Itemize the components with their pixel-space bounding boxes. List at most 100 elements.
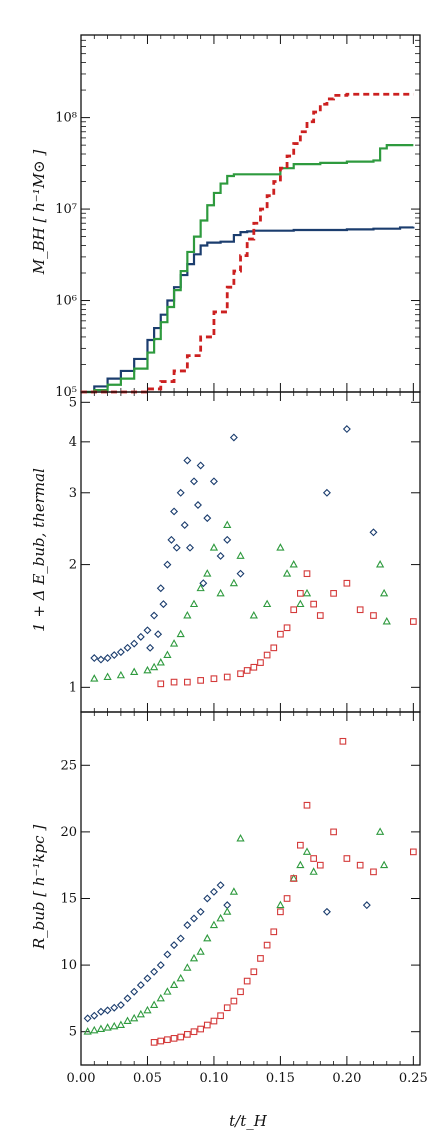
data-point xyxy=(223,907,232,915)
x-tick-label: 0.10 xyxy=(199,1071,228,1086)
data-point xyxy=(339,737,347,745)
data-point xyxy=(96,655,105,664)
series-line xyxy=(81,92,414,394)
data-point xyxy=(110,1021,119,1030)
data-point xyxy=(356,861,364,869)
data-point xyxy=(342,425,351,434)
panel-bubble-energy: 1 2 3 4 5 xyxy=(69,391,421,713)
xlabel: t/t_H xyxy=(229,1112,268,1130)
data-point xyxy=(143,665,152,674)
data-point xyxy=(290,875,298,882)
data-point xyxy=(197,1025,204,1033)
data-point xyxy=(183,610,192,619)
data-point xyxy=(196,583,205,592)
data-point xyxy=(83,1027,92,1035)
data-point xyxy=(290,606,298,614)
data-point xyxy=(170,1035,178,1042)
data-point xyxy=(157,680,165,688)
data-point xyxy=(150,967,159,976)
x-tick-label: 0.00 xyxy=(67,1071,96,1086)
data-point xyxy=(277,908,284,916)
data-point xyxy=(130,1013,139,1022)
data-point xyxy=(243,667,251,674)
data-point xyxy=(143,1005,152,1014)
data-point xyxy=(196,947,205,955)
data-point xyxy=(343,855,351,862)
data-point xyxy=(130,987,139,996)
data-point xyxy=(322,907,331,916)
data-point xyxy=(243,977,251,985)
data-point xyxy=(210,1017,218,1025)
data-point xyxy=(277,630,284,638)
data-point xyxy=(223,673,231,681)
data-point xyxy=(236,551,245,559)
data-point xyxy=(203,514,212,523)
data-point xyxy=(163,987,172,995)
data-point xyxy=(116,670,126,679)
data-point xyxy=(216,913,225,922)
data-point xyxy=(283,624,291,632)
data-point xyxy=(190,477,198,486)
data-point xyxy=(103,654,112,663)
data-point xyxy=(257,659,264,666)
y-tick-label: 2 xyxy=(69,558,77,573)
data-point xyxy=(116,1001,125,1010)
data-point xyxy=(270,928,278,936)
data-point xyxy=(203,894,212,903)
y-tick-label: 5 xyxy=(69,1025,77,1040)
data-point xyxy=(263,941,271,949)
series-line xyxy=(81,226,415,394)
data-point xyxy=(303,801,311,809)
data-point xyxy=(316,612,324,619)
data-point xyxy=(229,887,239,895)
data-point xyxy=(310,600,317,608)
data-point xyxy=(123,1016,132,1024)
data-point xyxy=(330,828,337,836)
data-point xyxy=(236,569,245,578)
data-point xyxy=(237,988,244,996)
y-tick-label: 10 xyxy=(60,958,77,973)
data-point xyxy=(203,933,212,942)
data-point xyxy=(90,654,99,663)
data-point xyxy=(194,501,202,509)
data-point xyxy=(303,570,311,578)
data-point xyxy=(410,618,417,625)
data-point xyxy=(103,1006,112,1015)
y-tick-label: 5 xyxy=(69,395,77,410)
data-point xyxy=(302,588,312,597)
data-point xyxy=(209,543,219,551)
data-point xyxy=(164,1036,171,1044)
data-point xyxy=(249,610,258,619)
data-point xyxy=(196,907,205,916)
plot-frame xyxy=(80,34,421,393)
data-point xyxy=(216,881,225,890)
data-point xyxy=(176,973,185,982)
data-point xyxy=(136,1009,145,1018)
data-point xyxy=(170,941,179,950)
data-point xyxy=(309,867,318,875)
data-point xyxy=(210,675,218,683)
data-point xyxy=(370,612,377,619)
data-point xyxy=(203,1021,211,1029)
data-point xyxy=(410,848,417,856)
data-point xyxy=(103,672,112,680)
data-point xyxy=(297,841,304,849)
data-point xyxy=(116,648,125,657)
data-point xyxy=(156,658,165,666)
data-point xyxy=(156,961,165,970)
data-point xyxy=(83,1014,92,1023)
data-point xyxy=(177,1033,185,1041)
data-point xyxy=(149,1000,159,1009)
data-point xyxy=(103,1023,112,1031)
data-point xyxy=(216,551,225,560)
data-point xyxy=(150,1039,158,1046)
data-point xyxy=(183,456,192,465)
data-point xyxy=(196,461,205,470)
data-point xyxy=(159,600,168,609)
data-point xyxy=(230,997,238,1005)
x-tick-label: 0.05 xyxy=(133,1071,162,1086)
data-point xyxy=(237,670,244,678)
data-point xyxy=(184,1031,191,1038)
data-point xyxy=(203,569,212,577)
data-point xyxy=(123,994,132,1003)
